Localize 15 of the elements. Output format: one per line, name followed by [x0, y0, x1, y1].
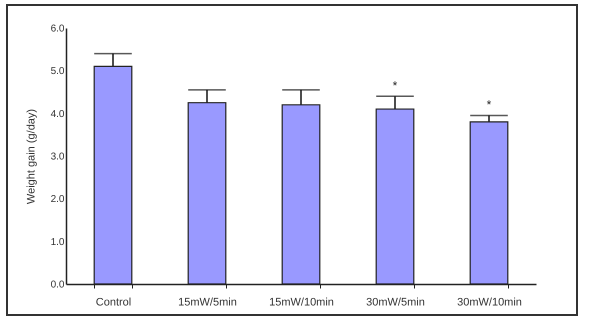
x-tick-label: 15mW/5min — [178, 296, 237, 308]
y-tick-label: 2.0 — [50, 194, 65, 206]
y-tick-label: 3.0 — [50, 152, 65, 162]
y-tick-label: 4.0 — [50, 108, 65, 120]
x-tick-label: 30mW/5min — [366, 296, 425, 308]
annotation: * — [392, 78, 398, 92]
x-tick-label: 30mW/10min — [457, 296, 522, 308]
y-tick-label: 6.0 — [50, 24, 65, 34]
y-tick-label: 5.0 — [50, 66, 65, 78]
x-tick-label: 15mW/10min — [269, 296, 334, 308]
y-axis-title: Weight gain (g/day) — [26, 108, 38, 204]
x-tick-label: Control — [96, 296, 132, 308]
y-tick-label: 1.0 — [50, 236, 65, 248]
y-tick-label: 0.0 — [50, 280, 65, 290]
annotation: * — [486, 97, 492, 112]
